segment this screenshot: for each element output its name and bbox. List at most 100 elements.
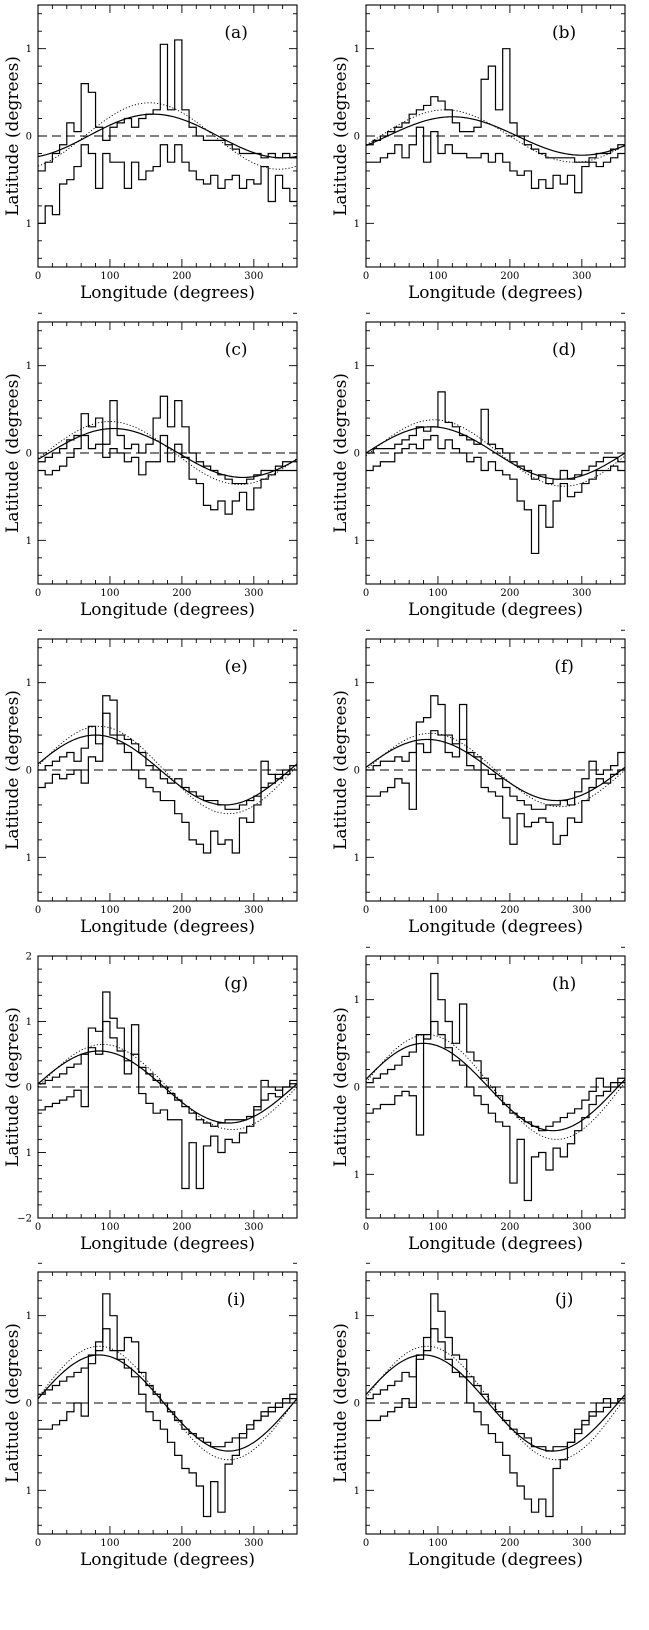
x-axis-label: Longitude (degrees) xyxy=(408,283,583,303)
y-tick-label: 0 xyxy=(26,449,32,460)
fit-curve-solid xyxy=(366,116,625,156)
y-tick-label: 0 xyxy=(26,766,32,777)
x-tick-label: 0 xyxy=(363,1222,369,1233)
panel-letter: (f) xyxy=(554,657,574,677)
x-tick-label: 100 xyxy=(100,905,119,916)
y-tick-label: 1 xyxy=(354,853,360,864)
x-tick-label: 200 xyxy=(172,1222,191,1233)
y-tick-label: 1 xyxy=(354,361,360,372)
x-tick-label: 0 xyxy=(35,588,41,599)
x-axis-label: Longitude (degrees) xyxy=(408,1550,583,1570)
y-tick-label: 1 xyxy=(26,44,32,55)
panel-letter: (e) xyxy=(224,657,247,677)
y-axis-label: Latitude (degrees) xyxy=(331,1007,351,1167)
x-tick-label: 300 xyxy=(572,1538,591,1549)
x-tick-label: 100 xyxy=(100,1222,119,1233)
y-tick-label: 1 xyxy=(354,219,360,230)
panel-b: 0 100 200 300 1 0 1 Longitude (degrees) Latitude… xyxy=(331,4,626,303)
y-tick-label: 0 xyxy=(26,1083,32,1094)
histogram-lower xyxy=(366,730,625,845)
x-axis-label: Longitude (degrees) xyxy=(80,283,255,303)
x-tick-label: 300 xyxy=(244,271,263,282)
x-tick-label: 100 xyxy=(428,1222,447,1233)
x-tick-label: 300 xyxy=(244,588,263,599)
y-tick-label: 1 xyxy=(26,219,32,230)
panel-letter: (g) xyxy=(224,974,248,994)
x-tick-label: 200 xyxy=(172,905,191,916)
series-group xyxy=(38,695,297,854)
y-tick-label: 1 xyxy=(26,1148,32,1159)
x-tick-label: 300 xyxy=(572,905,591,916)
x-tick-label: 100 xyxy=(100,588,119,599)
x-tick-label: 200 xyxy=(172,588,191,599)
x-tick-label: 200 xyxy=(172,1538,191,1549)
y-tick-label: 0 xyxy=(354,132,360,143)
x-tick-label: 100 xyxy=(428,905,447,916)
y-tick-label: 1 xyxy=(26,1311,32,1322)
panel-g: 0 100 200 300 −2 1 0 1 2 Longitude (degrees) Latit… xyxy=(3,952,298,1254)
y-axis-label: Latitude (degrees) xyxy=(3,373,23,533)
y-tick-label: 1 xyxy=(26,678,32,689)
series-group xyxy=(38,1293,297,1518)
fit-curve-dotted xyxy=(366,732,625,808)
x-tick-label: 0 xyxy=(363,588,369,599)
y-tick-label: 1 xyxy=(354,678,360,689)
panel-letter: (a) xyxy=(224,23,247,43)
y-tick-label: 1 xyxy=(354,1170,360,1181)
histogram-upper xyxy=(38,695,297,810)
fit-curve-solid xyxy=(366,1042,625,1132)
x-tick-label: 100 xyxy=(100,1538,119,1549)
panel-letter: (b) xyxy=(552,23,576,43)
histogram-upper xyxy=(366,391,625,485)
x-tick-label: 0 xyxy=(35,1222,41,1233)
panel-d: 0 100 200 300 1 0 1 Longitude (degrees) Latitude… xyxy=(331,312,626,620)
panel-e: 0 100 200 300 1 0 1 Longitude (degrees) Latitude… xyxy=(3,629,298,937)
x-tick-label: 0 xyxy=(35,905,41,916)
x-axis-label: Longitude (degrees) xyxy=(408,600,583,620)
histogram-lower xyxy=(366,434,625,555)
x-tick-label: 100 xyxy=(428,1538,447,1549)
y-axis-label: Latitude (degrees) xyxy=(3,1007,23,1167)
panel-h: 0 100 200 300 1 0 1 Longitude (degrees) Latitude… xyxy=(331,946,626,1254)
y-tick-label: 0 xyxy=(354,449,360,460)
x-tick-label: 300 xyxy=(572,271,591,282)
x-tick-label: 0 xyxy=(363,905,369,916)
x-axis-label: Longitude (degrees) xyxy=(80,917,255,937)
histogram-upper xyxy=(366,695,625,810)
fit-curve-solid xyxy=(38,113,297,159)
y-tick-label: 0 xyxy=(26,132,32,143)
fit-curve-solid xyxy=(38,1050,297,1124)
panel-f: 0 100 200 300 1 0 1 Longitude (degrees) Latitude… xyxy=(331,629,626,937)
x-axis-label: Longitude (degrees) xyxy=(408,917,583,937)
y-tick-label: 1 xyxy=(26,361,32,372)
series-group xyxy=(38,395,297,515)
x-tick-label: 0 xyxy=(35,1538,41,1549)
fit-curve-dotted xyxy=(38,102,297,170)
histogram-lower xyxy=(38,712,297,854)
y-tick-label: 1 xyxy=(26,1486,32,1497)
y-tick-label: 0 xyxy=(26,1399,32,1410)
x-tick-label: 300 xyxy=(244,1222,263,1233)
series-group xyxy=(366,1293,625,1518)
x-tick-label: 0 xyxy=(363,1538,369,1549)
x-tick-label: 200 xyxy=(500,588,519,599)
fit-curve-dotted xyxy=(366,1034,625,1140)
x-tick-label: 200 xyxy=(172,271,191,282)
histogram-lower xyxy=(38,1328,297,1518)
histogram-upper xyxy=(366,972,625,1132)
y-tick-label: 2 xyxy=(26,952,32,963)
histogram-lower xyxy=(366,1328,625,1518)
x-tick-label: 300 xyxy=(572,588,591,599)
fit-curve-solid xyxy=(366,1354,625,1452)
x-axis-label: Longitude (degrees) xyxy=(408,1234,583,1254)
x-tick-label: 200 xyxy=(500,905,519,916)
y-tick-label: 1 xyxy=(354,1486,360,1497)
fit-curve-solid xyxy=(38,427,297,479)
y-axis-label: Latitude (degrees) xyxy=(3,1323,23,1483)
histogram-upper xyxy=(38,991,297,1127)
series-group xyxy=(38,991,297,1190)
y-tick-label: 0 xyxy=(354,766,360,777)
histogram-lower xyxy=(38,1020,297,1190)
x-tick-label: 100 xyxy=(428,271,447,282)
